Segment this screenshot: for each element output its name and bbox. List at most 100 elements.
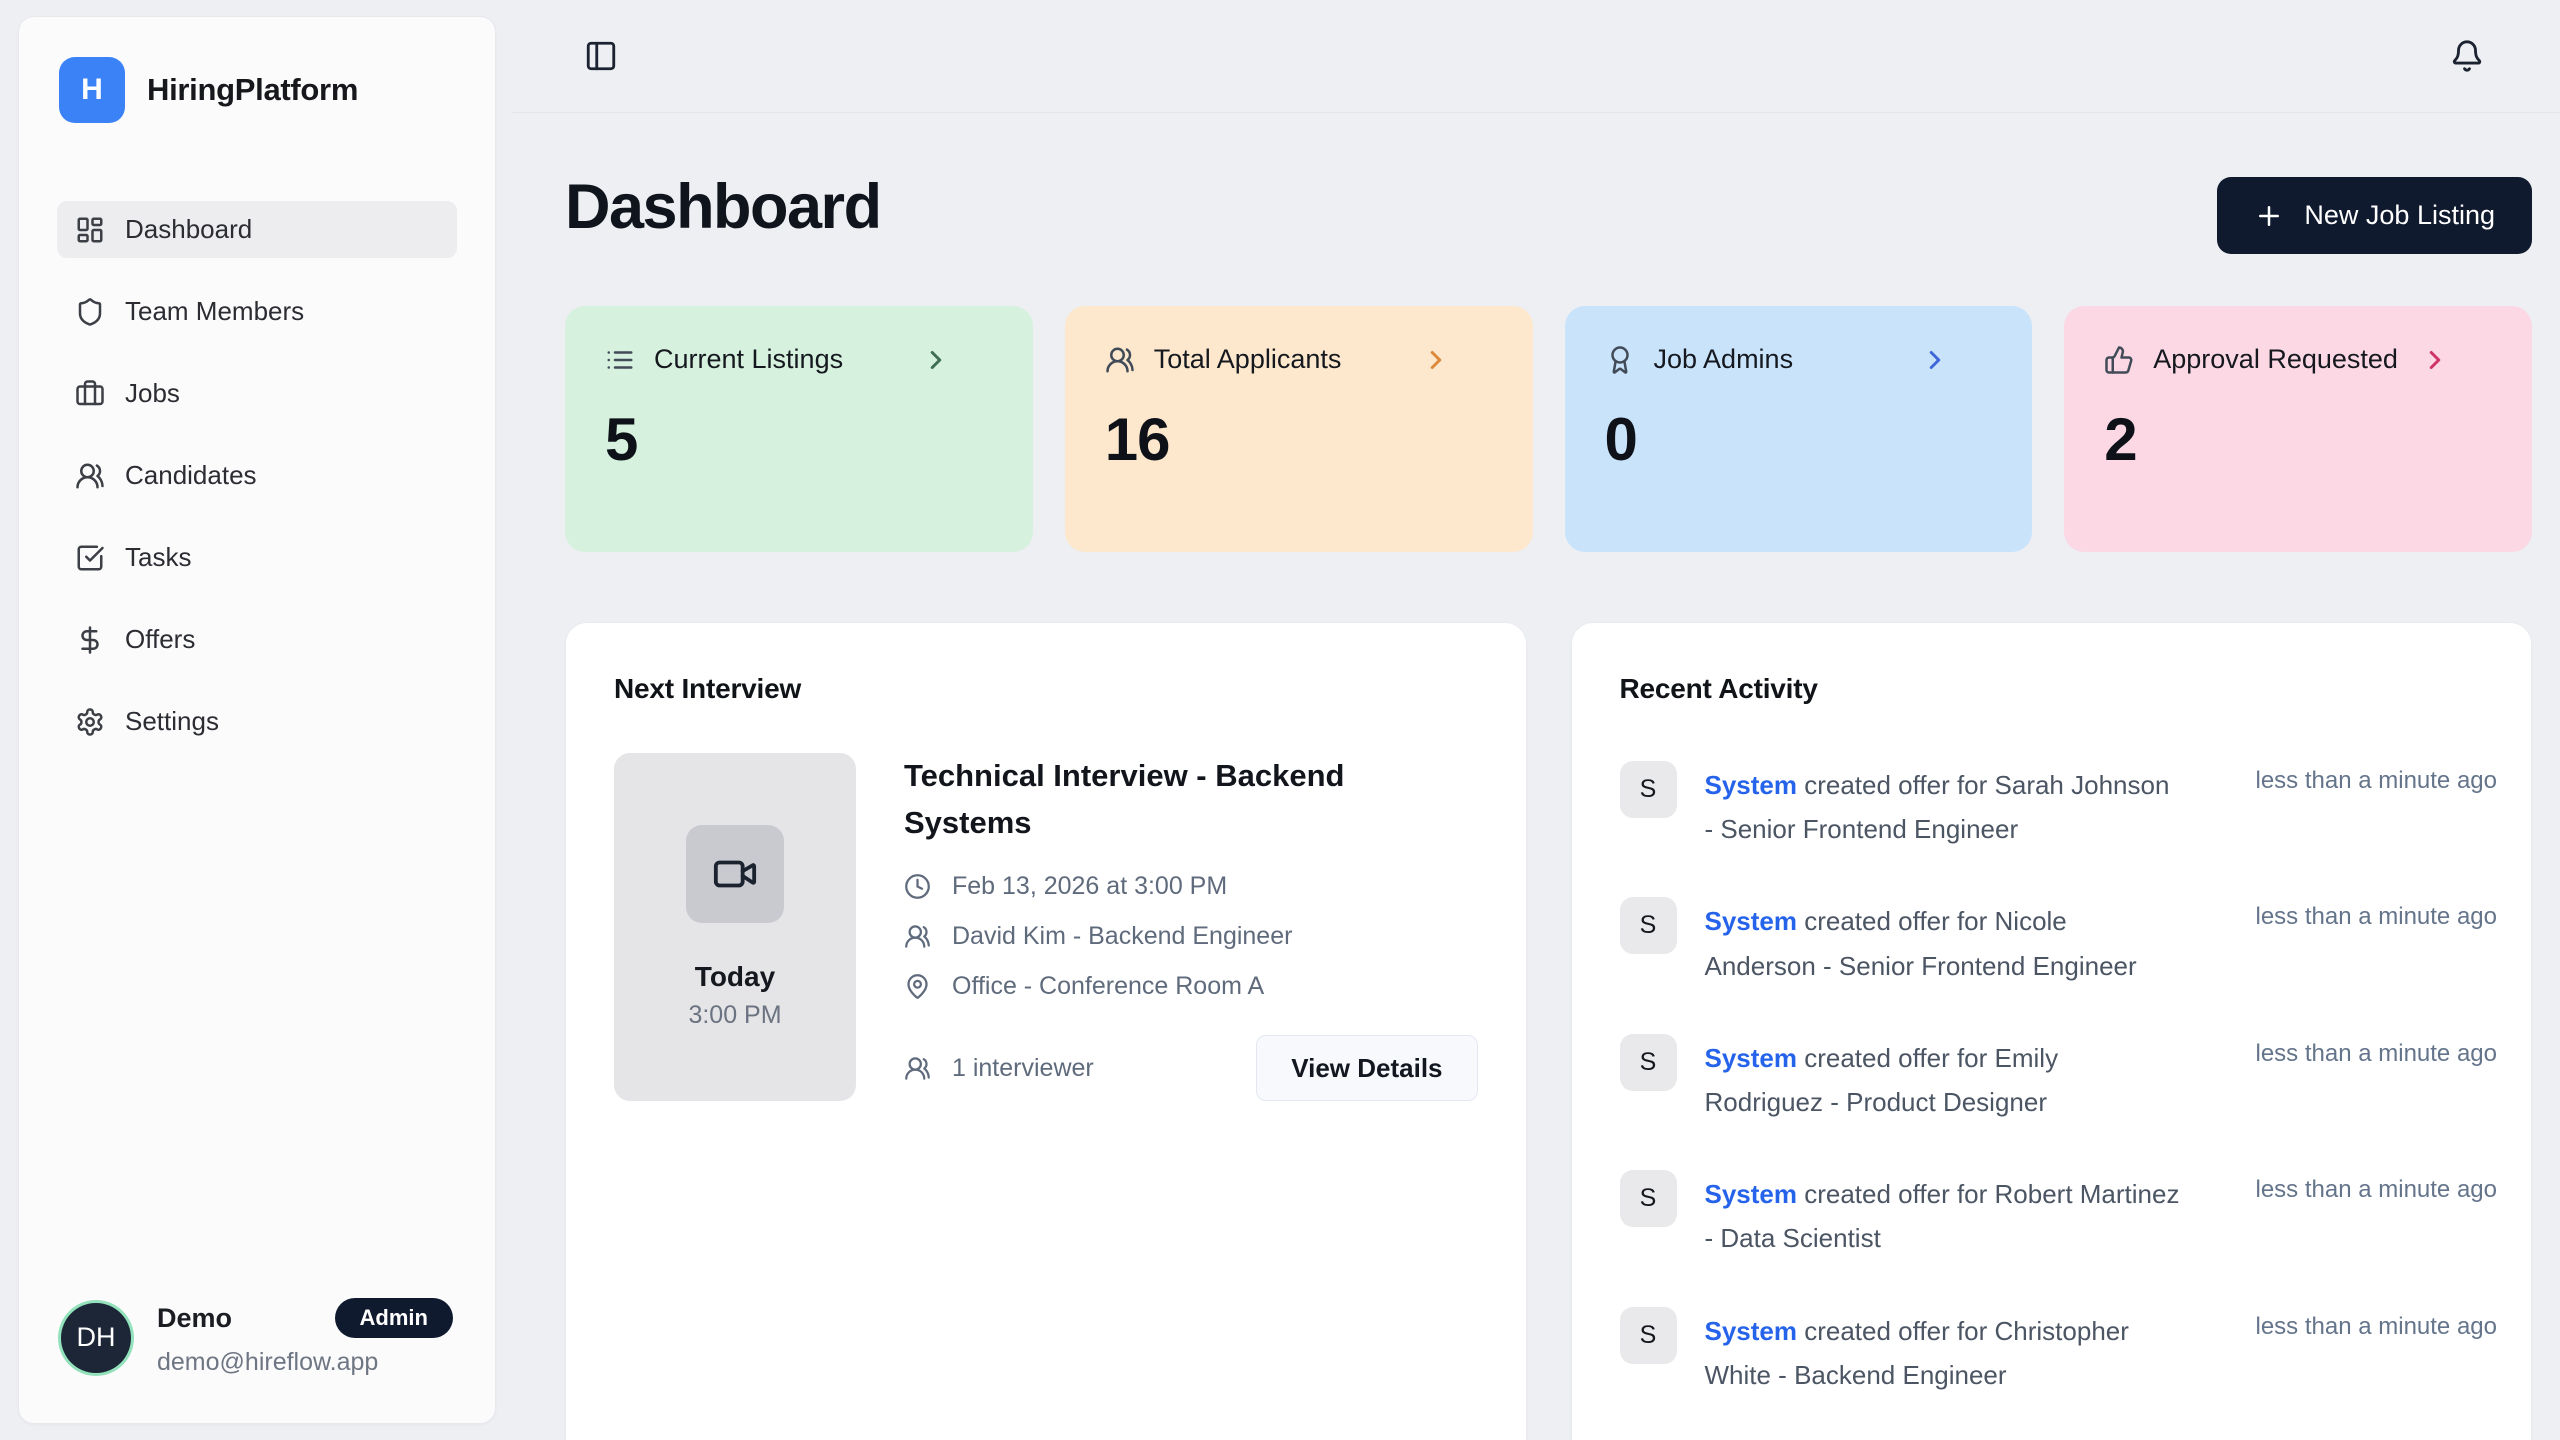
- sidebar-item-label: Candidates: [125, 460, 257, 490]
- interviewer-count: 1 interviewer: [952, 1053, 1094, 1082]
- chevron-right-icon: [921, 345, 951, 375]
- interview-datetime: Feb 13, 2026 at 3:00 PM: [952, 872, 1228, 900]
- plus-icon: [2254, 201, 2284, 231]
- page-title: Dashboard: [565, 172, 882, 242]
- activity-action: created offer for Nicole Anderson - Seni…: [1704, 906, 2137, 981]
- interviewer-count-row: 1 interviewer: [904, 1054, 1094, 1083]
- users-icon: [904, 1055, 931, 1082]
- list-icon: [605, 345, 635, 375]
- stat-label: Current Listings: [654, 344, 844, 374]
- activity-list: S System created offer for Sarah Johnson…: [1619, 761, 2498, 1440]
- sidebar-item-label: Tasks: [125, 542, 192, 572]
- interview-candidate: David Kim - Backend Engineer: [952, 922, 1293, 950]
- avatar-initials: DH: [76, 1322, 116, 1352]
- shield-icon: [75, 297, 105, 327]
- activity-time: less than a minute ago: [2255, 1176, 2498, 1204]
- activity-actor: System: [1704, 770, 1798, 800]
- interview-title: Technical Interview - Backend Systems: [904, 758, 1345, 840]
- next-interview-title: Next Interview: [614, 673, 802, 704]
- stat-label: Total Applicants: [1153, 344, 1342, 374]
- next-interview-panel: Next Interview Today 3:00 PM Technical I…: [565, 622, 1527, 1440]
- chevron-right-icon: [1920, 345, 1950, 375]
- user-name: Demo: [157, 1302, 233, 1333]
- users-icon: [1105, 345, 1135, 375]
- stat-card-total-applicants[interactable]: Total Applicants 16: [1064, 306, 1533, 552]
- user-email: demo@hireflow.app: [157, 1348, 379, 1376]
- app-logo-letter: H: [81, 73, 103, 106]
- activity-text: System created offer for Robert Martinez…: [1705, 1172, 2182, 1260]
- activity-time: less than a minute ago: [2255, 903, 2498, 931]
- view-details-button[interactable]: View Details: [1256, 1035, 1478, 1101]
- activity-row: S System created offer for Robert Martin…: [1619, 1170, 2498, 1260]
- sidebar-item-team-members[interactable]: Team Members: [57, 283, 457, 340]
- interview-time: 3:00 PM: [688, 1000, 782, 1029]
- new-job-listing-label: New Job Listing: [2304, 200, 2495, 230]
- sidebar-item-dashboard[interactable]: Dashboard: [57, 201, 457, 258]
- sidebar-nav: Dashboard Team Members Jobs Candidates T…: [57, 201, 457, 750]
- chevron-right-icon: [1421, 345, 1451, 375]
- thumbs-up-icon: [2104, 345, 2134, 375]
- role-badge: Admin: [334, 1298, 453, 1338]
- stat-card-job-admins[interactable]: Job Admins 0: [1564, 306, 2033, 552]
- topbar: [512, 0, 2560, 113]
- interview-day: Today: [694, 960, 776, 992]
- app-name: HiringPlatform: [147, 72, 359, 107]
- new-job-listing-button[interactable]: New Job Listing: [2217, 177, 2532, 254]
- interview-location: Office - Conference Room A: [952, 972, 1265, 1000]
- sidebar-item-candidates[interactable]: Candidates: [57, 447, 457, 504]
- video-tile: [686, 824, 784, 923]
- sidebar-item-offers[interactable]: Offers: [57, 611, 457, 668]
- recent-activity-panel: Recent Activity S System created offer f…: [1570, 622, 2532, 1440]
- stat-card-current-listings[interactable]: Current Listings 5: [565, 306, 1033, 552]
- activity-row: S System created offer for Emily Rodrigu…: [1619, 1033, 2498, 1124]
- stat-cards: Current Listings 5 Total Applicants 16 J…: [565, 306, 2532, 552]
- activity-time: less than a minute ago: [2255, 1312, 2498, 1340]
- sidebar-item-label: Dashboard: [125, 214, 253, 244]
- bell-icon[interactable]: [2450, 39, 2484, 73]
- briefcase-icon: [75, 379, 105, 409]
- sidebar-item-tasks[interactable]: Tasks: [57, 529, 457, 586]
- main-area: Dashboard New Job Listing Current Listin…: [512, 0, 2560, 1440]
- activity-action: created offer for Sarah Johnson - Senior…: [1704, 770, 2170, 845]
- sidebar-item-label: Team Members: [125, 296, 305, 326]
- interview-date-tile: Today 3:00 PM: [614, 753, 856, 1101]
- interview-candidate-row: David Kim - Backend Engineer: [904, 922, 1478, 951]
- panel-toggle-icon[interactable]: [584, 39, 618, 73]
- sidebar-item-label: Jobs: [125, 378, 180, 408]
- app-brand: H HiringPlatform: [57, 57, 457, 123]
- activity-avatar: S: [1619, 897, 1677, 955]
- map-pin-icon: [904, 973, 931, 1000]
- sidebar-item-label: Settings: [125, 706, 219, 736]
- activity-text: System created offer for Emily Rodriguez…: [1705, 1036, 2182, 1124]
- recent-activity-title: Recent Activity: [1619, 673, 1818, 704]
- stat-card-approval-requested[interactable]: Approval Requested 2: [2064, 306, 2532, 552]
- activity-time: less than a minute ago: [2255, 1039, 2498, 1067]
- sidebar: H HiringPlatform Dashboard Team Members …: [18, 16, 496, 1424]
- chevron-right-icon: [2420, 345, 2450, 375]
- sidebar-item-label: Offers: [125, 624, 196, 654]
- interview-datetime-row: Feb 13, 2026 at 3:00 PM: [904, 872, 1478, 901]
- activity-action: created offer for Christopher White - Ba…: [1704, 1315, 2129, 1390]
- activity-avatar: S: [1619, 1170, 1677, 1228]
- sidebar-item-settings[interactable]: Settings: [57, 693, 457, 750]
- interview-location-row: Office - Conference Room A: [904, 972, 1478, 1001]
- activity-actor: System: [1704, 1315, 1798, 1346]
- app-logo: H: [59, 57, 125, 123]
- avatar: DH: [61, 1302, 131, 1373]
- user-meta: Demo Admin demo@hireflow.app: [157, 1298, 453, 1377]
- users-icon: [904, 923, 931, 950]
- stat-value: 5: [605, 406, 638, 473]
- dashboard-icon: [75, 215, 105, 245]
- gear-icon: [75, 707, 105, 737]
- award-icon: [1605, 345, 1635, 375]
- user-card[interactable]: DH Demo Admin demo@hireflow.app: [57, 1292, 457, 1387]
- activity-row: S System created offer for Sarah Johnson…: [1619, 761, 2498, 851]
- activity-action: created offer for Robert Martinez - Data…: [1704, 1179, 2180, 1254]
- activity-time: less than a minute ago: [2255, 767, 2498, 794]
- stat-value: 0: [1604, 406, 1638, 473]
- activity-action: created offer for Emily Rodriguez - Prod…: [1704, 1042, 2059, 1117]
- activity-text: System created offer for Christopher Whi…: [1705, 1309, 2182, 1397]
- activity-avatar: S: [1619, 761, 1677, 818]
- activity-avatar: S: [1619, 1306, 1677, 1364]
- sidebar-item-jobs[interactable]: Jobs: [57, 365, 457, 422]
